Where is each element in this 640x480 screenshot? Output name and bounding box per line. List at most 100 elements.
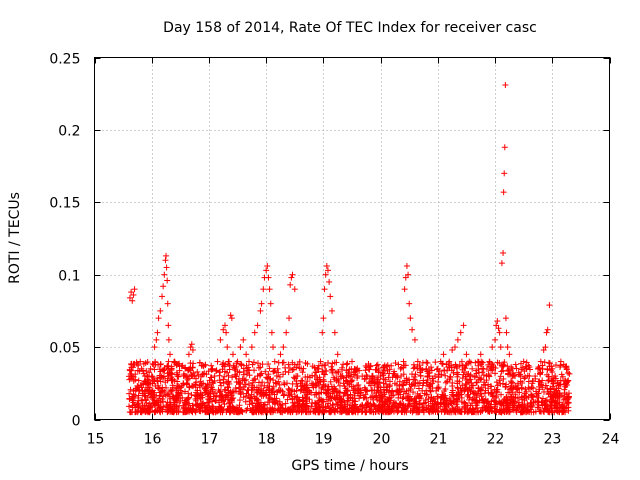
data-point bbox=[270, 407, 277, 414]
data-point bbox=[173, 392, 180, 399]
data-point bbox=[463, 361, 470, 368]
data-point bbox=[528, 384, 535, 391]
data-point bbox=[483, 404, 490, 411]
data-point bbox=[142, 360, 149, 367]
data-point bbox=[205, 407, 212, 414]
data-point bbox=[274, 365, 281, 372]
data-point bbox=[477, 351, 484, 358]
data-point bbox=[326, 409, 333, 416]
data-point bbox=[435, 371, 442, 378]
data-point bbox=[131, 286, 138, 293]
data-point bbox=[566, 370, 573, 377]
data-point bbox=[226, 366, 233, 373]
data-point bbox=[437, 358, 444, 365]
data-point bbox=[561, 386, 568, 393]
data-point bbox=[394, 409, 401, 416]
data-point bbox=[523, 388, 530, 395]
data-point bbox=[159, 374, 166, 381]
data-point bbox=[242, 398, 249, 405]
data-point bbox=[381, 363, 388, 370]
data-point bbox=[552, 362, 559, 369]
data-point bbox=[476, 397, 483, 404]
data-point bbox=[289, 386, 296, 393]
data-point bbox=[178, 363, 185, 370]
data-point bbox=[257, 307, 264, 314]
data-point bbox=[219, 361, 226, 368]
data-point bbox=[480, 365, 487, 372]
data-point bbox=[434, 393, 441, 400]
data-point bbox=[321, 286, 328, 293]
data-point bbox=[302, 374, 309, 381]
data-point bbox=[405, 387, 412, 394]
data-point bbox=[220, 380, 227, 387]
data-point bbox=[254, 322, 261, 329]
data-point bbox=[193, 375, 200, 382]
data-point bbox=[477, 387, 484, 394]
data-point bbox=[332, 386, 339, 393]
axis-ticks bbox=[94, 57, 611, 421]
data-point bbox=[234, 358, 241, 365]
data-point bbox=[510, 369, 517, 376]
data-point bbox=[503, 329, 510, 336]
data-point bbox=[530, 399, 537, 406]
data-point bbox=[536, 378, 543, 385]
data-point bbox=[449, 391, 456, 398]
data-point bbox=[369, 373, 376, 380]
data-point bbox=[544, 326, 551, 333]
data-point bbox=[500, 362, 507, 369]
data-point bbox=[416, 392, 423, 399]
data-point bbox=[544, 385, 551, 392]
data-point bbox=[145, 380, 152, 387]
data-point bbox=[469, 365, 476, 372]
data-point bbox=[542, 406, 549, 413]
data-point bbox=[265, 361, 272, 368]
data-point bbox=[291, 374, 298, 381]
data-point bbox=[214, 358, 221, 365]
data-point bbox=[289, 408, 296, 415]
data-point bbox=[500, 189, 507, 196]
data-point bbox=[456, 378, 463, 385]
data-point bbox=[164, 391, 171, 398]
data-point bbox=[243, 390, 250, 397]
data-point bbox=[159, 293, 166, 300]
data-point bbox=[163, 384, 170, 391]
data-point bbox=[351, 365, 358, 372]
data-point bbox=[235, 385, 242, 392]
data-point bbox=[327, 293, 334, 300]
x-tick-label: 20 bbox=[373, 432, 391, 448]
data-point bbox=[309, 400, 316, 407]
data-point bbox=[460, 322, 467, 329]
data-point bbox=[139, 402, 146, 409]
data-point bbox=[308, 380, 315, 387]
data-point bbox=[518, 385, 525, 392]
data-point bbox=[199, 371, 206, 378]
data-point bbox=[466, 358, 473, 365]
data-point bbox=[558, 371, 565, 378]
data-point bbox=[177, 387, 184, 394]
data-point bbox=[290, 402, 297, 409]
data-point bbox=[279, 359, 286, 366]
data-point bbox=[143, 387, 149, 394]
data-point bbox=[516, 389, 523, 396]
data-point bbox=[166, 369, 173, 376]
data-point bbox=[143, 368, 150, 375]
data-point bbox=[446, 358, 453, 365]
data-point bbox=[416, 401, 423, 408]
data-point bbox=[245, 380, 252, 387]
data-point bbox=[132, 387, 139, 394]
data-point bbox=[374, 361, 381, 368]
data-point bbox=[273, 395, 280, 402]
data-point bbox=[322, 271, 329, 278]
data-point bbox=[378, 398, 385, 405]
data-point bbox=[525, 378, 532, 385]
data-point bbox=[153, 336, 160, 343]
data-point bbox=[482, 382, 489, 389]
data-point bbox=[270, 368, 277, 375]
data-point bbox=[217, 388, 224, 395]
data-point bbox=[337, 373, 344, 380]
data-point bbox=[227, 312, 234, 319]
data-point bbox=[527, 399, 534, 406]
data-point bbox=[255, 364, 262, 371]
data-point bbox=[329, 360, 336, 367]
data-point bbox=[431, 373, 438, 380]
